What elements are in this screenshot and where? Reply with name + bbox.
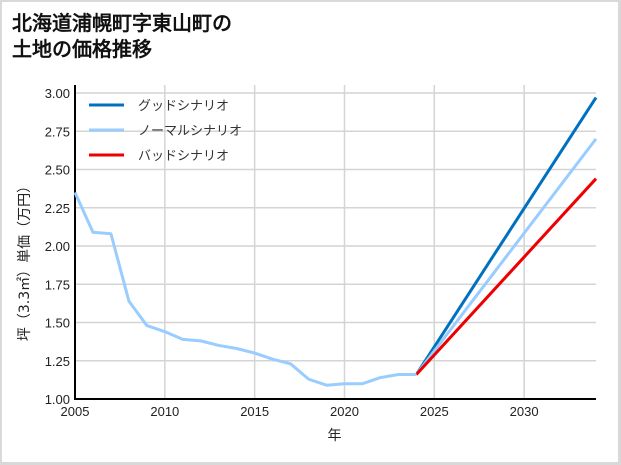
y-tick-label: 1.25 (45, 354, 70, 369)
x-tick-label: 2005 (61, 404, 90, 419)
scenario-line (415, 96, 598, 376)
historical-line (73, 191, 417, 387)
legend-label: バッドシナリオ (138, 149, 229, 164)
x-tick-label: 2020 (330, 404, 359, 419)
y-axis-label: 坪（3.3㎡）単価（万円） (17, 179, 33, 341)
scenario-line (415, 177, 598, 376)
title-line-2: 土地の価格推移 (12, 37, 152, 61)
x-tick-label: 2015 (240, 404, 269, 419)
legend-label: グッドシナリオ (138, 99, 229, 114)
y-tick-label: 3.00 (45, 86, 70, 101)
y-tick-label: 1.75 (45, 277, 70, 292)
title-line-1: 北海道浦幌町字東山町の (12, 11, 232, 35)
x-tick-label: 2010 (150, 404, 179, 419)
chart-title: 北海道浦幌町字東山町の 土地の価格推移 (12, 10, 232, 62)
y-tick-label: 2.00 (45, 239, 70, 254)
x-tick-label: 2025 (420, 404, 449, 419)
y-tick-label: 2.25 (45, 201, 70, 216)
y-tick-label: 2.75 (45, 124, 70, 139)
x-tick-label: 2030 (510, 404, 539, 419)
y-tick-label: 2.50 (45, 163, 70, 178)
legend-label: ノーマルシナリオ (138, 124, 242, 139)
scenario-line (415, 137, 598, 376)
y-tick-label: 1.00 (45, 392, 70, 407)
x-axis-label: 年 (328, 428, 342, 444)
y-tick-label: 1.50 (45, 316, 70, 331)
